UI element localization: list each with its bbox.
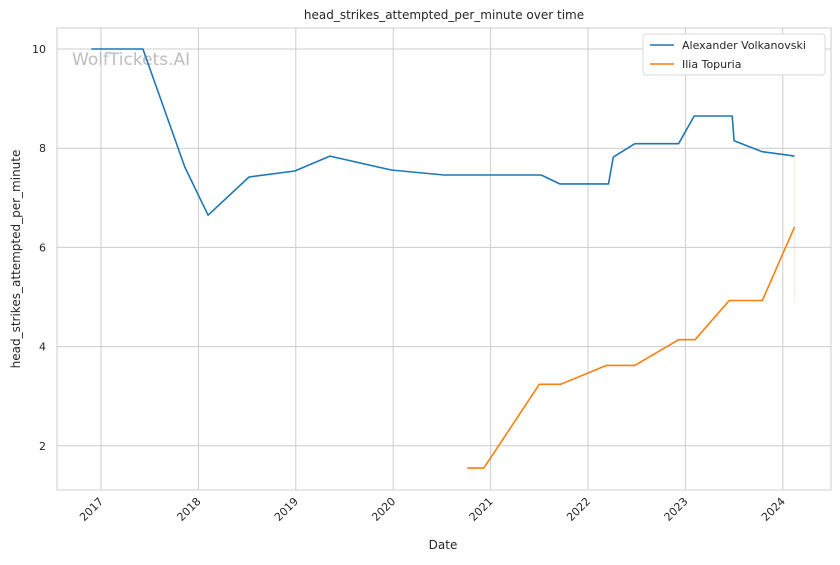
series-line-volkanovski: [91, 48, 795, 216]
watermark: WolfTickets.AI: [72, 50, 190, 70]
x-tick-label: 2021: [467, 495, 496, 524]
y-axis-label: head_strikes_attempted_per_minute: [9, 150, 23, 369]
x-tick-label: 2018: [175, 495, 204, 524]
y-tick-label: 10: [32, 43, 46, 56]
y-tick-label: 4: [39, 341, 46, 354]
plot-frame: [56, 27, 832, 491]
y-tick-label: 6: [39, 241, 46, 254]
legend-label-topuria: Ilia Topuria: [682, 58, 741, 71]
x-tick-label: 2020: [369, 495, 398, 524]
chart-title: head_strikes_attempted_per_minute over t…: [304, 8, 584, 22]
legend: Alexander Volkanovski Ilia Topuria: [642, 33, 826, 76]
y-tick-label: 2: [39, 440, 46, 453]
x-axis-label: Date: [429, 538, 458, 552]
legend-label-volkanovski: Alexander Volkanovski: [682, 39, 806, 52]
legend-box: [642, 33, 826, 76]
y-tick-label: 8: [39, 142, 46, 155]
x-tick-label: 2017: [77, 495, 106, 524]
x-tick-label: 2022: [564, 495, 593, 524]
series-line-topuria: [467, 226, 796, 469]
x-tick-label: 2024: [759, 495, 788, 524]
x-tick-label: 2019: [272, 495, 301, 524]
x-tick-label: 2023: [662, 495, 691, 524]
